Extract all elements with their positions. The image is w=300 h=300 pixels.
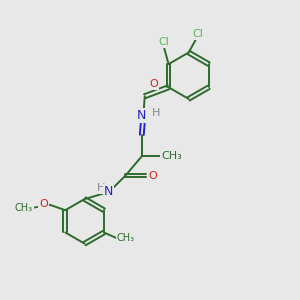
Text: Cl: Cl	[192, 29, 203, 39]
Text: O: O	[39, 199, 48, 209]
Text: O: O	[148, 171, 157, 181]
Text: O: O	[149, 79, 158, 89]
Text: CH₃: CH₃	[161, 151, 182, 161]
Text: N: N	[104, 185, 113, 198]
Text: H: H	[152, 108, 160, 118]
Text: N: N	[137, 109, 146, 122]
Text: CH₃: CH₃	[15, 203, 33, 213]
Text: CH₃: CH₃	[117, 233, 135, 243]
Text: Cl: Cl	[159, 38, 170, 47]
Text: H: H	[97, 183, 105, 193]
